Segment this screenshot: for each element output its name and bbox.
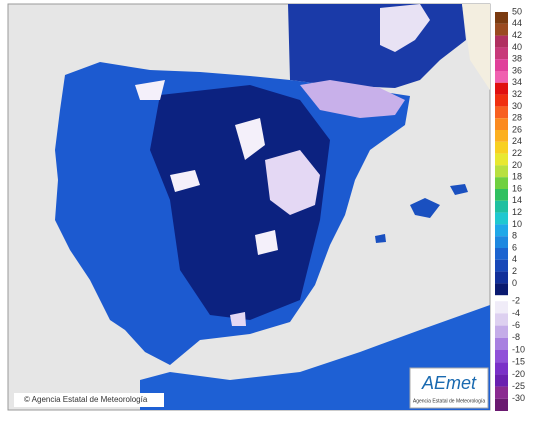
legend-swatch bbox=[495, 59, 508, 71]
cold-patch bbox=[380, 4, 430, 52]
legend-label: 50 bbox=[512, 6, 522, 16]
credit: © Agencia Estatal de Meteorología bbox=[24, 395, 148, 404]
legend-label: 12 bbox=[512, 207, 522, 217]
legend-label: 34 bbox=[512, 77, 522, 87]
legend-swatch bbox=[495, 82, 508, 95]
legend-label: 8 bbox=[512, 231, 517, 241]
cold-patch bbox=[230, 312, 246, 326]
legend-swatch bbox=[495, 106, 508, 119]
cold-patch bbox=[265, 150, 320, 215]
legend-label: 32 bbox=[512, 89, 522, 99]
legend-swatch bbox=[495, 130, 508, 142]
legend-swatch bbox=[495, 200, 508, 213]
legend-swatch bbox=[495, 189, 508, 201]
legend-swatch bbox=[495, 12, 508, 24]
pyrenees-snow bbox=[300, 80, 405, 118]
legend-label: 22 bbox=[512, 148, 522, 158]
legend-swatch bbox=[495, 118, 508, 130]
legend-label: -10 bbox=[512, 344, 525, 354]
legend-label: -15 bbox=[512, 357, 525, 367]
legend-swatch bbox=[495, 165, 508, 178]
legend-swatch bbox=[495, 325, 508, 338]
legend-swatch bbox=[495, 350, 508, 363]
legend-label: 18 bbox=[512, 172, 522, 182]
legend-label: 0 bbox=[512, 278, 517, 288]
legend-label: -30 bbox=[512, 393, 525, 403]
cold-patch bbox=[135, 80, 165, 100]
legend-label: -25 bbox=[512, 381, 525, 391]
legend-label: 14 bbox=[512, 195, 522, 205]
legend-label: -8 bbox=[512, 332, 520, 342]
legend-label: 36 bbox=[512, 65, 522, 75]
logo-subtitle: Agencia Estatal de Meteorología bbox=[413, 398, 485, 404]
legend-label: 2 bbox=[512, 266, 517, 276]
balearic-island bbox=[410, 198, 440, 218]
legend-swatch bbox=[495, 47, 508, 60]
legend-label: -20 bbox=[512, 369, 525, 379]
logo-name: AEmet bbox=[421, 373, 477, 393]
legend-label: 40 bbox=[512, 42, 522, 52]
legend-label: -2 bbox=[512, 296, 520, 306]
legend-label: 38 bbox=[512, 54, 522, 64]
legend-swatch bbox=[495, 23, 508, 36]
legend-swatch bbox=[495, 224, 508, 237]
legend-swatch bbox=[495, 236, 508, 248]
legend-label: -6 bbox=[512, 320, 520, 330]
legend-label: 28 bbox=[512, 113, 522, 123]
legend-label: 10 bbox=[512, 219, 522, 229]
legend-swatch bbox=[495, 177, 508, 189]
legend-swatch bbox=[495, 153, 508, 166]
legend-label: 26 bbox=[512, 124, 522, 134]
legend-swatch bbox=[495, 248, 508, 260]
legend-swatch bbox=[495, 386, 508, 399]
legend-swatch bbox=[495, 35, 508, 48]
legend-swatch bbox=[495, 398, 508, 411]
legend-label: 20 bbox=[512, 160, 522, 170]
cold-patch bbox=[255, 230, 278, 255]
legend-swatch bbox=[495, 301, 508, 314]
legend-label: 42 bbox=[512, 30, 522, 40]
balearic-island bbox=[375, 234, 386, 243]
cold-patch bbox=[235, 118, 265, 160]
legend-label: 4 bbox=[512, 254, 517, 264]
cold-core bbox=[150, 85, 330, 320]
legend-label: 6 bbox=[512, 242, 517, 252]
legend-swatch bbox=[495, 374, 508, 387]
legend-label: 44 bbox=[512, 18, 522, 28]
logo-box bbox=[409, 367, 489, 409]
africa-land bbox=[140, 305, 490, 410]
land-other bbox=[462, 4, 490, 90]
balearic-island bbox=[450, 184, 468, 195]
legend-swatch bbox=[495, 362, 508, 375]
legend-swatch bbox=[495, 313, 508, 326]
legend-label: -4 bbox=[512, 308, 520, 318]
legend-swatch bbox=[495, 337, 508, 350]
legend-swatch bbox=[495, 71, 508, 83]
credit-box bbox=[14, 393, 164, 407]
legend-label: 30 bbox=[512, 101, 522, 111]
legend-swatch bbox=[495, 271, 508, 284]
legend-label: 16 bbox=[512, 183, 522, 193]
legend-swatch bbox=[495, 259, 508, 272]
legend-swatch bbox=[495, 141, 508, 154]
legend-swatch bbox=[495, 94, 508, 107]
cold-patch bbox=[170, 170, 200, 192]
legend-label: 24 bbox=[512, 136, 522, 146]
legend-swatch bbox=[495, 212, 508, 225]
legend-swatch bbox=[495, 283, 508, 296]
legend: 5044424038363432302826242220181614121086… bbox=[495, 6, 525, 411]
